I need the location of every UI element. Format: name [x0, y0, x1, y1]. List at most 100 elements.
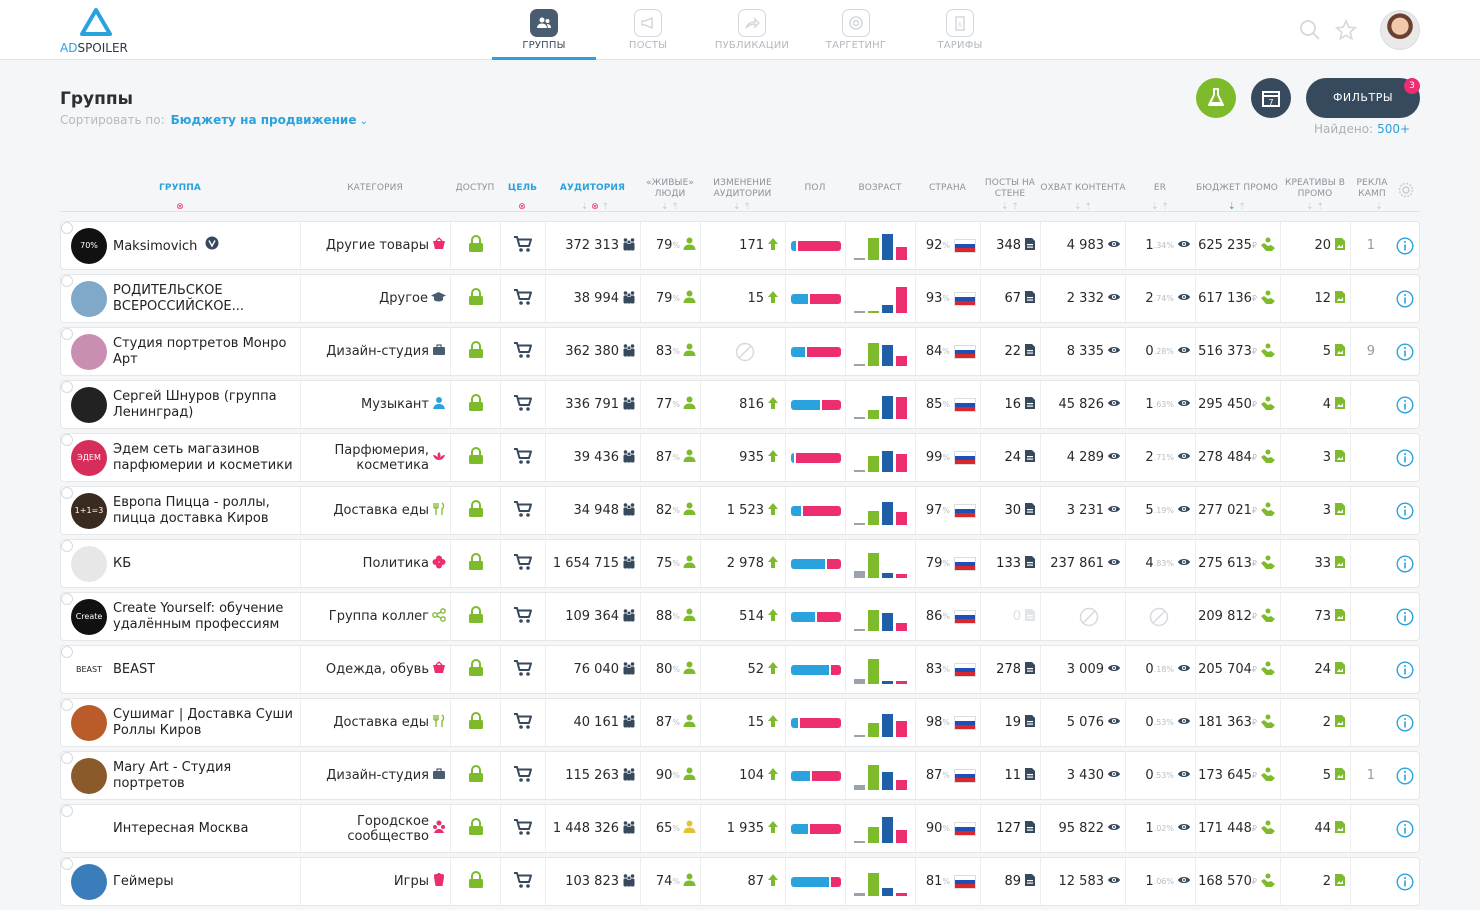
group-name[interactable]: BEAST [113, 661, 156, 677]
tab-users[interactable]: ГРУППЫ [492, 0, 596, 60]
collapse-icon[interactable] [61, 752, 73, 764]
user-avatar[interactable] [1380, 10, 1420, 50]
col-er[interactable]: ER [1153, 183, 1167, 193]
collapse-icon[interactable] [61, 381, 73, 393]
group-cell[interactable]: ЭДЕМ Эдем сеть магазинов парфюмерии и кос… [61, 434, 301, 481]
col-ads[interactable]: РЕКЛА КАМП [1356, 178, 1388, 199]
tab-share[interactable]: ПУБЛИКАЦИИ [700, 0, 804, 60]
table-row[interactable]: 70% Maksimovich Другие товары 372 313 79% 17… [60, 221, 1420, 270]
table-row[interactable]: РОДИТЕЛЬСКОЕ ВСЕРОССИЙСКОЕ... Другое 38 99… [60, 274, 1420, 323]
tab-target[interactable]: ТАРГЕТИНГ [804, 0, 908, 60]
ads-sort-arrow[interactable]: ⇣ [1375, 202, 1383, 212]
col-reach[interactable]: ОХВАТ КОНТЕНТА [1040, 183, 1126, 193]
col-change[interactable]: ИЗМЕНЕНИЕ АУДИТОРИИ [713, 178, 772, 199]
info-icon[interactable] [1393, 593, 1417, 640]
info-icon[interactable] [1393, 381, 1417, 428]
collapse-icon[interactable] [61, 593, 73, 605]
er-sort-arrows[interactable]: ⇣ ⇡ [1151, 202, 1169, 212]
logo[interactable]: ADSPOILER [60, 8, 140, 56]
group-name[interactable]: Европа Пицца - роллы, пицца доставка Кир… [113, 494, 270, 526]
group-cell[interactable]: Студия портретов Монро Арт [61, 328, 301, 375]
table-row[interactable]: КБ Политика 1 654 715 75% 2 978 79% 133 237 861… [60, 539, 1420, 588]
col-group[interactable]: ГРУППА [159, 183, 201, 193]
gear-icon[interactable] [1398, 182, 1414, 198]
table-row[interactable]: Интересная Москва Городское сообщество 1 4… [60, 804, 1420, 853]
collapse-icon[interactable] [61, 328, 73, 340]
posts-sort-arrows[interactable]: ⇣ ⇡ [1001, 202, 1019, 212]
group-name[interactable]: Maksimovich [113, 236, 219, 255]
reach-sort-arrows[interactable]: ⇣ ⇡ [1074, 202, 1092, 212]
info-icon[interactable] [1393, 858, 1417, 905]
audience-sort-arrows[interactable]: ⇣ ⊗ ⇡ [580, 202, 610, 212]
budget-sort-arrows[interactable]: ⇣ ⇡ [1228, 202, 1246, 212]
group-name[interactable]: Студия портретов Монро Арт [113, 335, 287, 367]
info-icon[interactable] [1393, 222, 1417, 269]
group-name[interactable]: Эдем сеть магазинов парфюмерии и космети… [113, 441, 293, 473]
group-name[interactable]: Create Yourself: обучение удалённым проф… [113, 600, 284, 632]
collapse-icon[interactable] [61, 487, 73, 499]
group-name[interactable]: Интересная Москва [113, 820, 249, 836]
table-row[interactable]: Геймеры Игры 103 823 74% 87 81% 89 12 583 1.06% 1… [60, 857, 1420, 906]
group-cell[interactable]: 1+1=3 Европа Пицца - роллы, пицца доставк… [61, 487, 301, 534]
group-cell[interactable]: РОДИТЕЛЬСКОЕ ВСЕРОССИЙСКОЕ... [61, 275, 301, 322]
group-name[interactable]: Геймеры [113, 873, 174, 889]
collapse-icon[interactable] [61, 434, 73, 446]
tab-price-tag[interactable]: $ ТАРИФЫ [908, 0, 1012, 60]
change-sort-arrows[interactable]: ⇣ ⇡ [733, 202, 751, 212]
col-budget[interactable]: БЮДЖЕТ ПРОМО [1196, 183, 1278, 193]
collapse-icon[interactable] [61, 540, 73, 552]
clear-goal-icon[interactable]: ⊗ [518, 202, 526, 212]
col-creatives[interactable]: КРЕАТИВЫ В ПРОМО [1284, 178, 1346, 199]
table-row[interactable]: 1+1=3 Европа Пицца - роллы, пицца доставк… [60, 486, 1420, 535]
collapse-icon[interactable] [61, 275, 73, 287]
col-posts[interactable]: ПОСТЫ НА СТЕНЕ [984, 178, 1036, 199]
col-sex[interactable]: ПОЛ [804, 183, 826, 193]
group-cell[interactable]: Интересная Москва [61, 805, 301, 852]
collapse-icon[interactable] [61, 805, 73, 817]
group-cell[interactable]: Сергей Шнуров (группа Ленинград) [61, 381, 301, 428]
col-age[interactable]: ВОЗРАСТ [858, 183, 902, 193]
group-cell[interactable]: КБ [61, 540, 301, 587]
group-name[interactable]: КБ [113, 555, 132, 571]
table-row[interactable]: Create Create Yourself: обучение удалённы… [60, 592, 1420, 641]
group-cell[interactable]: BEAST BEAST [61, 646, 301, 693]
tab-megaphone[interactable]: ПОСТЫ [596, 0, 700, 60]
live-sort-arrows[interactable]: ⇣ ⇡ [661, 202, 679, 212]
table-row[interactable]: BEAST BEAST Одежда, обувь 76 040 80% 52 83% 278… [60, 645, 1420, 694]
col-access[interactable]: ДОСТУП [455, 183, 495, 193]
group-cell[interactable]: Сушимаг | Доставка Суши Роллы Киров [61, 699, 301, 746]
group-cell[interactable]: Геймеры [61, 858, 301, 905]
info-icon[interactable] [1393, 540, 1417, 587]
calendar-button[interactable]: 7 [1251, 78, 1291, 118]
group-cell[interactable]: Mary Art - Студия портретов [61, 752, 301, 799]
info-icon[interactable] [1393, 328, 1417, 375]
filters-button[interactable]: ФИЛЬТРЫ [1306, 78, 1420, 118]
table-row[interactable]: Студия портретов Монро Арт Дизайн-студия 3… [60, 327, 1420, 376]
search-icon[interactable] [1298, 18, 1322, 42]
collapse-icon[interactable] [61, 858, 73, 870]
col-goal[interactable]: ЦЕЛЬ [507, 183, 538, 193]
info-icon[interactable] [1393, 699, 1417, 746]
col-country[interactable]: СТРАНА [929, 183, 966, 193]
col-category[interactable]: КАТЕГОРИЯ [347, 183, 403, 193]
group-cell[interactable]: 70% Maksimovich [61, 222, 301, 269]
info-icon[interactable] [1393, 434, 1417, 481]
sort-dropdown[interactable]: Бюджету на продвижение [170, 113, 357, 127]
group-name[interactable]: Сергей Шнуров (группа Ленинград) [113, 388, 277, 420]
table-row[interactable]: Сергей Шнуров (группа Ленинград) Музыкант… [60, 380, 1420, 429]
group-name[interactable]: Mary Art - Студия портретов [113, 759, 232, 791]
chevron-down-icon[interactable]: ⌄ [356, 116, 369, 127]
clear-sort-icon[interactable]: ⊗ [176, 202, 184, 212]
group-name[interactable]: РОДИТЕЛЬСКОЕ ВСЕРОССИЙСКОЕ... [113, 282, 245, 314]
col-audience[interactable]: АУДИТОРИЯ [559, 183, 626, 193]
col-live[interactable]: «ЖИВЫЕ» ЛЮДИ [646, 178, 694, 199]
collapse-icon[interactable] [61, 699, 73, 711]
group-cell[interactable]: Create Create Yourself: обучение удалённы… [61, 593, 301, 640]
collapse-icon[interactable] [61, 646, 73, 658]
info-icon[interactable] [1393, 752, 1417, 799]
creatives-sort-arrows[interactable]: ⇣ ⇡ [1306, 202, 1324, 212]
table-row[interactable]: ЭДЕМ Эдем сеть магазинов парфюмерии и кос… [60, 433, 1420, 482]
table-row[interactable]: Сушимаг | Доставка Суши Роллы Киров Доста… [60, 698, 1420, 747]
lab-flask-button[interactable] [1196, 78, 1236, 118]
info-icon[interactable] [1393, 805, 1417, 852]
